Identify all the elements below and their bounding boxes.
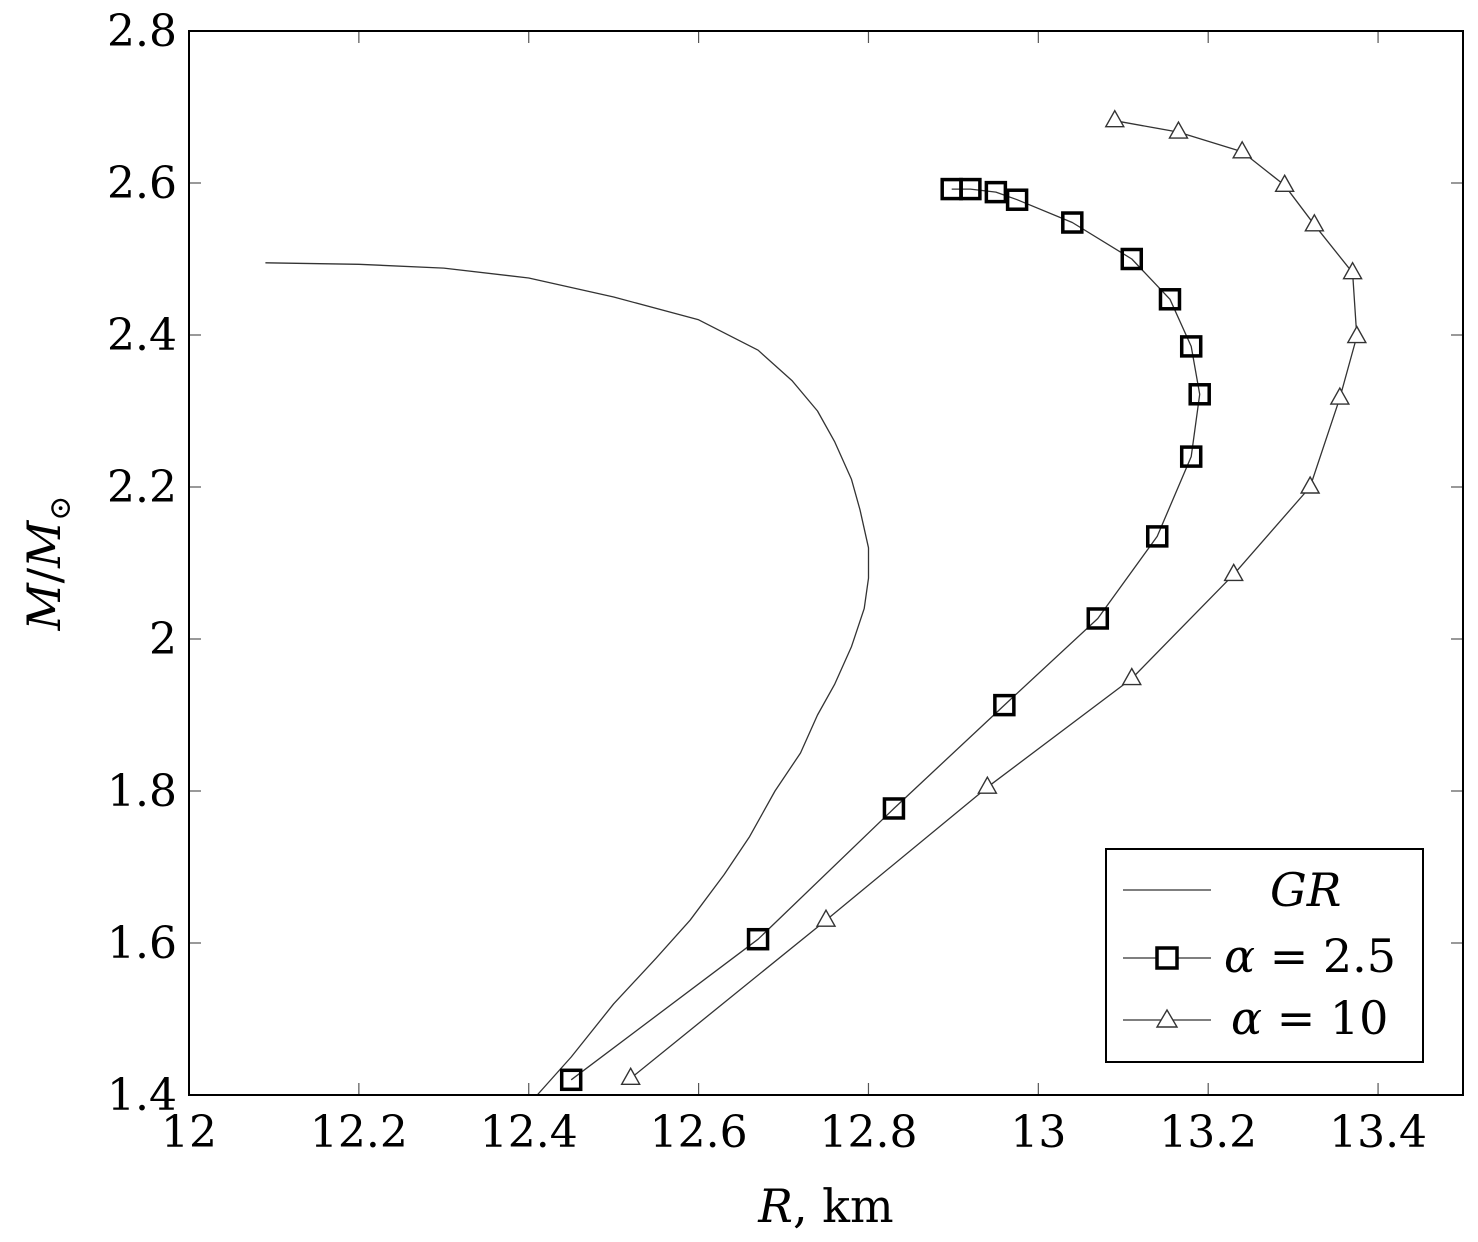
square-marker bbox=[882, 797, 906, 820]
x-tick-label: 13.2 bbox=[1159, 1107, 1257, 1158]
x-tick-label: 12.8 bbox=[819, 1107, 917, 1158]
triangle-marker bbox=[1342, 261, 1363, 280]
square-marker bbox=[559, 1068, 583, 1092]
x-tick-label: 12.2 bbox=[310, 1107, 408, 1158]
triangle-marker bbox=[815, 908, 837, 927]
square-marker bbox=[746, 927, 770, 951]
square-marker bbox=[1179, 335, 1203, 358]
y-tick-label: 2.2 bbox=[107, 462, 177, 513]
square-marker bbox=[1086, 607, 1110, 630]
y-tick-label: 2 bbox=[149, 614, 177, 665]
square-marker bbox=[1005, 188, 1029, 211]
x-tick-label: 12 bbox=[161, 1107, 217, 1158]
legend-label-gr: GR bbox=[1270, 863, 1341, 917]
legend: GR α = 2.5 α = 10 bbox=[1105, 848, 1424, 1063]
y-tick-label: 1.6 bbox=[107, 918, 177, 969]
square-marker bbox=[1179, 445, 1203, 468]
triangle-marker bbox=[620, 1066, 641, 1085]
triangle-marker bbox=[977, 775, 998, 794]
triangle-marker bbox=[1346, 325, 1368, 344]
square-marker bbox=[1061, 211, 1084, 234]
square-marker bbox=[993, 693, 1016, 717]
triangle-marker bbox=[1168, 120, 1189, 139]
y-tick-label: 1.4 bbox=[107, 1070, 177, 1121]
series-line-0 bbox=[265, 262, 870, 1095]
square-marker bbox=[1188, 383, 1211, 406]
square-marker bbox=[940, 177, 963, 201]
plot-frame bbox=[188, 30, 1464, 1096]
triangle-marker bbox=[1121, 667, 1142, 686]
square-marker bbox=[1158, 288, 1182, 311]
legend-label-alpha-10: α = 10 bbox=[1231, 991, 1388, 1045]
y-tick-label: 2.6 bbox=[107, 158, 177, 209]
square-marker bbox=[1120, 247, 1144, 271]
triangle-marker bbox=[1231, 140, 1253, 159]
x-tick-label: 12.6 bbox=[650, 1107, 748, 1158]
y-axis-label: M/M⊙ bbox=[17, 496, 78, 632]
x-tick-label: 13.4 bbox=[1329, 1107, 1427, 1158]
triangle-marker bbox=[1299, 475, 1321, 494]
legend-label-alpha-2-5: α = 2.5 bbox=[1224, 929, 1396, 983]
y-tick-label: 2.4 bbox=[107, 310, 177, 361]
legend-marker-triangle bbox=[1155, 1008, 1179, 1028]
triangle-marker bbox=[1223, 562, 1244, 582]
triangle-marker bbox=[1274, 173, 1295, 192]
x-axis-label: R, km bbox=[757, 1179, 893, 1233]
triangle-marker bbox=[1329, 386, 1351, 405]
markers-layer bbox=[559, 109, 1368, 1092]
square-marker bbox=[984, 180, 1008, 204]
y-tick-label: 2.8 bbox=[107, 6, 177, 57]
legend-marker-square bbox=[1155, 946, 1179, 970]
tick-labels-layer: 12 12.2 12.4 12.6 12.8 13 13.2 13.4 1.4 1.6 1.8 2 2.… bbox=[107, 6, 1427, 1158]
x-tick-label: 12.4 bbox=[480, 1107, 578, 1158]
square-marker bbox=[1145, 525, 1169, 548]
y-tick-label: 1.8 bbox=[107, 766, 177, 817]
triangle-marker bbox=[1304, 213, 1325, 232]
x-tick-label: 13 bbox=[1010, 1107, 1066, 1158]
triangle-marker bbox=[1104, 109, 1125, 128]
